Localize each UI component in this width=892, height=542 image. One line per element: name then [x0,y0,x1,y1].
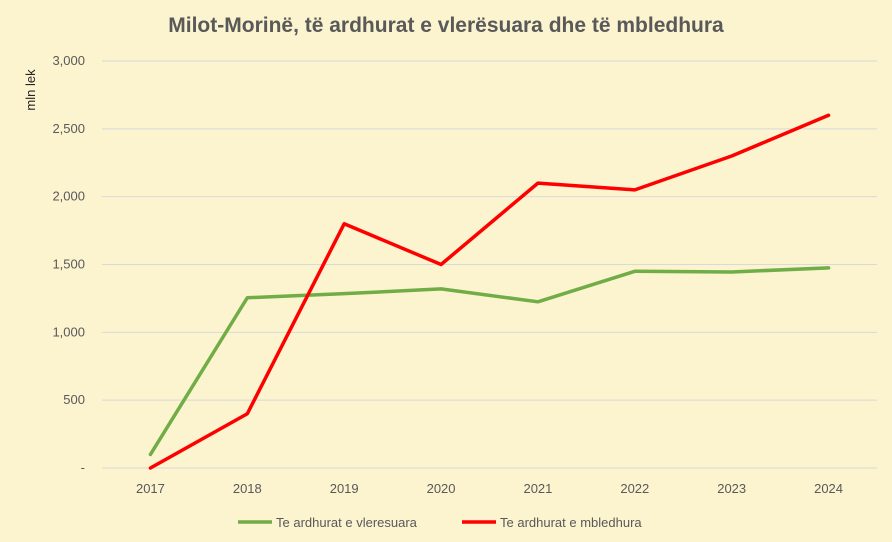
legend-label: Te ardhurat e mbledhura [500,515,642,530]
y-tick-label: 2,000 [52,189,85,204]
gridlines [102,60,877,401]
series-line-2 [148,113,831,470]
series-line-1 [148,266,831,457]
x-tick-label: 2022 [620,481,649,496]
y-tick-label: 1,500 [52,257,85,272]
x-tick-label: 2017 [136,481,165,496]
x-tick-label: 2020 [427,481,456,496]
legend: Te ardhurat e vleresuara Te ardhurat e mb… [238,515,642,530]
x-tick-label: 2019 [330,481,359,496]
chart-title: Milot-Morinë, të ardhurat e vlerësuara d… [168,14,724,37]
y-axis-label: mln lek [23,69,38,111]
y-tick-label: 1,000 [52,324,85,339]
x-tick-label: 2024 [814,481,843,496]
series-lines [148,113,831,470]
y-tick-label: 500 [63,392,85,407]
y-tick-label: 2,500 [52,121,85,136]
y-tick-label: - [81,460,85,475]
y-tick-label: 3,000 [52,53,85,68]
x-tick-label: 2023 [717,481,746,496]
legend-label: Te ardhurat e vleresuara [276,515,418,530]
x-tick-label: 2018 [233,481,262,496]
axes: - 500 1,000 1,500 2,000 2,500 3,000 2017 2018 201… [52,53,877,496]
x-tick-label: 2021 [523,481,552,496]
